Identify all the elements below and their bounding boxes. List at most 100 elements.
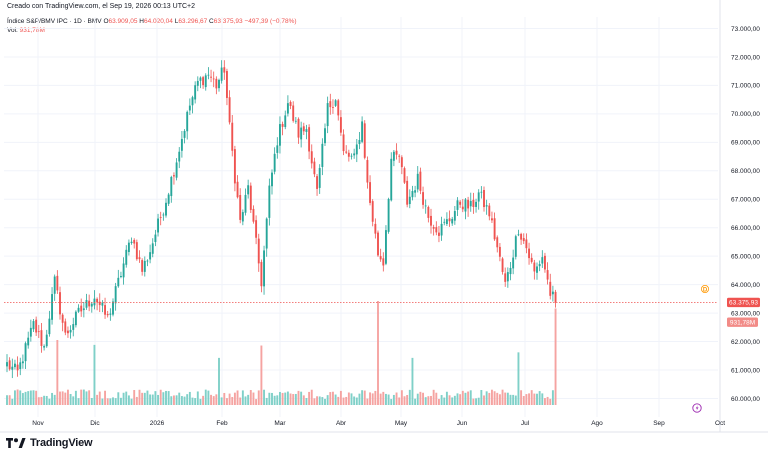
volume-bar [191,397,194,405]
candle-body [271,172,273,187]
candle-body [146,260,149,262]
candle-body [88,300,91,307]
candle-body [202,77,205,86]
volume-bar [530,390,533,405]
candle-body [406,180,409,205]
volume-bar [525,394,528,405]
candle-body [472,199,475,207]
candle-body [93,298,96,306]
volume-bar [292,394,295,405]
volume-bar [188,391,191,405]
volume-bar [199,398,202,405]
symbol-name[interactable]: Índice S&P/BMV IPC · 1D · BMV [7,18,102,25]
volume-bar [249,390,252,405]
candle-body [252,208,255,222]
volume-bar [324,398,326,405]
candle-body [318,168,321,188]
candle-body [74,311,77,326]
volume-bar [448,395,451,405]
volume-bar [260,345,263,405]
candle-body [371,201,374,222]
candle-body [260,261,263,287]
volume-bar [104,390,106,405]
candle-body [141,260,144,272]
candle-body [180,138,183,151]
volume-bar [522,396,525,405]
candle-body [363,123,366,158]
volume-bar [88,390,91,405]
volume-bar [382,391,385,405]
volume-bar [109,398,112,405]
volume-bar [247,394,250,405]
volume-bar [538,391,541,405]
volume-bar [432,389,435,405]
candle-body [14,363,16,368]
dividend-marker-icon[interactable] [701,284,710,293]
candle-body [16,364,19,371]
candle-body [467,199,470,209]
candle-body [59,292,61,315]
volume-bar [32,390,35,405]
volume-bar [96,394,99,405]
volume-bar [536,393,538,405]
volume-bar [186,394,189,405]
volume-bar [241,390,244,405]
candle-body [493,218,496,240]
volume-bar [252,392,255,405]
volume-bar [151,394,154,405]
last-volume-badge [727,317,758,327]
volume-bar [157,394,159,405]
volume-bar [257,390,260,405]
candle-body [408,196,411,205]
candle-body [32,321,35,330]
candle-body [501,258,504,272]
volume-bar [77,398,80,405]
volume-bar [414,398,417,405]
volume-bar [353,396,356,405]
candle-body [56,275,59,291]
volume-bar [149,394,152,405]
candle-body [82,308,85,311]
candle-body [350,155,353,157]
y-tick-label: 61.000,00 [731,367,760,374]
volume-bar [350,393,353,405]
candle-body [392,151,395,161]
volume-bar [443,397,446,405]
y-tick-label: 66.000,00 [731,225,760,232]
candle-body [485,205,488,207]
volume-bar [162,392,165,405]
candle-body [361,121,364,142]
candle-body [273,153,276,172]
volume-bar [390,399,393,405]
volume-bar [117,392,120,405]
y-tick-label: 72.000,00 [731,54,760,61]
volume-bar [125,391,128,405]
candle-body [138,257,141,260]
volume-bar [138,389,141,405]
candle-body [196,80,199,86]
candle-body [101,302,104,306]
candle-body [279,124,281,146]
x-tick-label: May [395,420,408,427]
volume-bar [358,393,361,405]
candle-body [239,195,242,220]
candle-body [326,103,329,127]
volume-bar [512,394,515,405]
volume-bar [218,357,220,405]
candle-body [263,250,265,287]
volume-bar [29,390,32,405]
candle-body [387,198,390,232]
volume-bar [377,301,379,405]
volume-bar [27,391,30,405]
y-tick-label: 67.000,00 [731,197,760,204]
candle-body [29,327,32,337]
volume-bar [517,352,520,405]
volume-bar [544,398,546,405]
volume-bar [98,391,101,405]
volume-bar [546,396,549,405]
candle-body [438,232,440,236]
candle-body [310,151,313,164]
candle-body [435,227,438,233]
candle-body [398,155,401,157]
